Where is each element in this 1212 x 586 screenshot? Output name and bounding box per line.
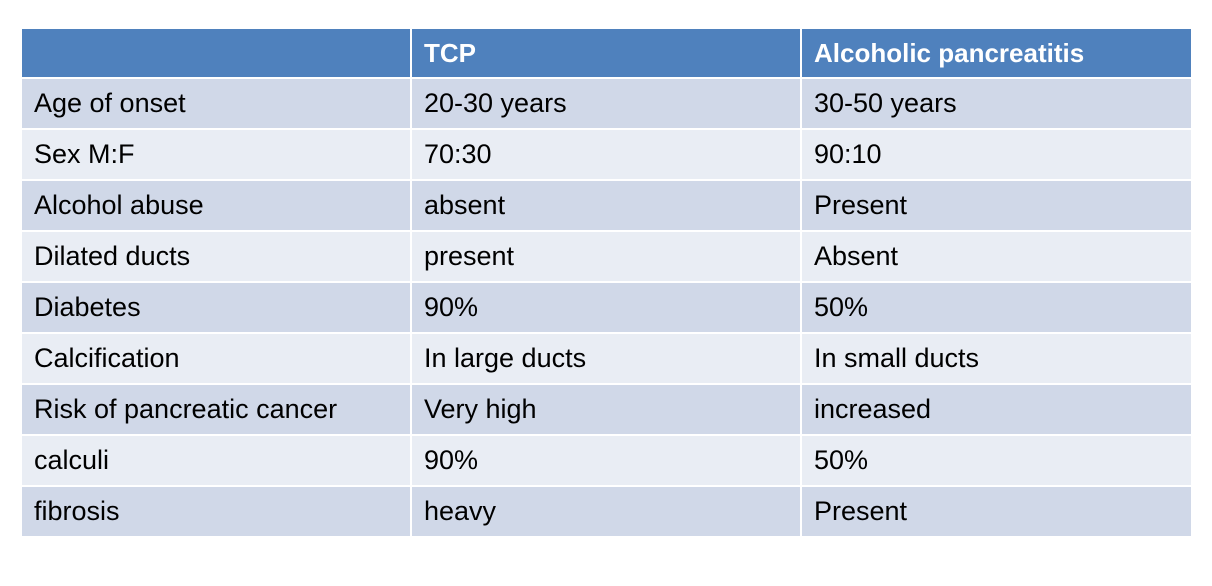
tcp-value: present: [410, 230, 802, 283]
comparison-table-container: TCP Alcoholic pancreatitis Age of onset …: [20, 27, 1193, 538]
alcoholic-value: Absent: [800, 230, 1193, 283]
table-row: Diabetes 90% 50%: [20, 281, 1193, 334]
alcoholic-value: 90:10: [800, 128, 1193, 181]
row-label: Risk of pancreatic cancer: [20, 383, 412, 436]
alcoholic-value: 50%: [800, 434, 1193, 487]
table-header: TCP Alcoholic pancreatitis: [20, 27, 1193, 79]
table-row: fibrosis heavy Present: [20, 485, 1193, 538]
tcp-value: 90%: [410, 434, 802, 487]
table-row: Age of onset 20-30 years 30-50 years: [20, 77, 1193, 130]
row-label: Calcification: [20, 332, 412, 385]
tcp-value: heavy: [410, 485, 802, 538]
tcp-value: 20-30 years: [410, 77, 802, 130]
table-row: calculi 90% 50%: [20, 434, 1193, 487]
tcp-value: In large ducts: [410, 332, 802, 385]
header-cell-alcoholic-pancreatitis: Alcoholic pancreatitis: [800, 27, 1193, 79]
row-label: Age of onset: [20, 77, 412, 130]
table-row: Risk of pancreatic cancer Very high incr…: [20, 383, 1193, 436]
table-row: Alcohol abuse absent Present: [20, 179, 1193, 232]
row-label: Diabetes: [20, 281, 412, 334]
tcp-value: 70:30: [410, 128, 802, 181]
header-cell-tcp: TCP: [410, 27, 802, 79]
row-label: fibrosis: [20, 485, 412, 538]
table-row: Calcification In large ducts In small du…: [20, 332, 1193, 385]
alcoholic-value: increased: [800, 383, 1193, 436]
tcp-value: Very high: [410, 383, 802, 436]
row-label: Alcohol abuse: [20, 179, 412, 232]
header-cell-feature: [20, 27, 412, 79]
tcp-value: 90%: [410, 281, 802, 334]
tcp-value: absent: [410, 179, 802, 232]
row-label: calculi: [20, 434, 412, 487]
alcoholic-value: 50%: [800, 281, 1193, 334]
table-row: Dilated ducts present Absent: [20, 230, 1193, 283]
row-label: Sex M:F: [20, 128, 412, 181]
row-label: Dilated ducts: [20, 230, 412, 283]
comparison-table: TCP Alcoholic pancreatitis Age of onset …: [20, 27, 1193, 538]
alcoholic-value: Present: [800, 485, 1193, 538]
alcoholic-value: 30-50 years: [800, 77, 1193, 130]
table-row: Sex M:F 70:30 90:10: [20, 128, 1193, 181]
alcoholic-value: Present: [800, 179, 1193, 232]
table-body: Age of onset 20-30 years 30-50 years Sex…: [20, 77, 1193, 538]
header-row: TCP Alcoholic pancreatitis: [20, 27, 1193, 79]
alcoholic-value: In small ducts: [800, 332, 1193, 385]
